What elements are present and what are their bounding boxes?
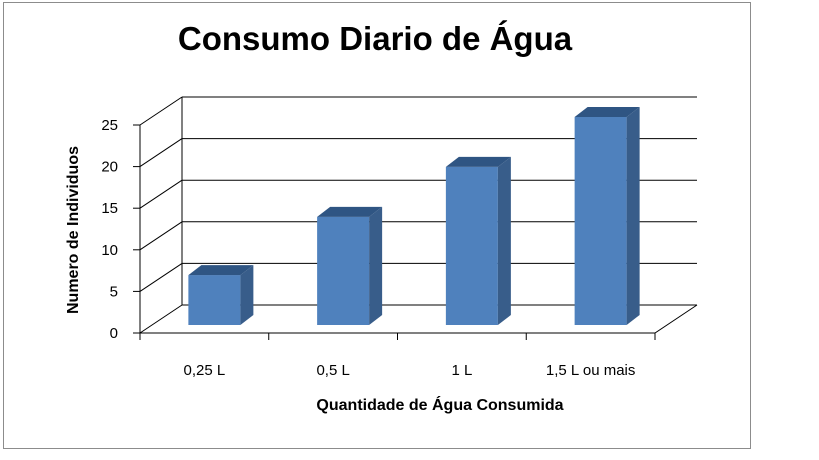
grid-line-depth	[139, 221, 183, 251]
x-tick-label: 0,5 L	[316, 362, 349, 379]
x-axis-label: Quantidade de Água Consumida	[316, 397, 564, 414]
bar-front	[317, 216, 370, 325]
bar	[574, 107, 640, 325]
x-tick-label: 1 L	[451, 362, 472, 379]
y-tick-label: 10	[101, 242, 118, 259]
bar-side	[369, 206, 383, 325]
bar-side	[626, 107, 640, 325]
grid-line-depth	[139, 304, 183, 334]
bar	[188, 265, 254, 325]
y-tick-label: 0	[110, 325, 118, 342]
chart-title: Consumo Diario de Água	[177, 20, 573, 57]
bar-top	[445, 156, 511, 167]
bar-top	[317, 206, 383, 217]
y-tick-label: 5	[110, 283, 118, 300]
grid-line-depth	[139, 179, 183, 209]
bar-front	[188, 275, 241, 325]
bar	[445, 156, 511, 325]
axes	[133, 124, 698, 340]
bar-top	[188, 265, 254, 276]
x-tick-label: 1,5 L ou mais	[546, 362, 636, 379]
grid-line-depth	[139, 262, 183, 292]
bar-side	[240, 265, 254, 325]
tick-labels: 0 5 10 15 20 25 0,25 L 0,5 L 1 L 1,5 L ou mais	[101, 117, 635, 379]
grid-line-depth	[139, 138, 183, 168]
y-tick-label: 15	[101, 200, 118, 217]
bar-front	[574, 117, 627, 325]
bar-side	[497, 156, 511, 325]
bars	[188, 107, 640, 325]
x-tick-label: 0,25 L	[184, 362, 226, 379]
bar-top	[574, 107, 640, 117]
grid-line-depth	[139, 96, 183, 126]
y-tick-label: 20	[101, 159, 118, 176]
y-tick-label: 25	[101, 117, 118, 134]
bar	[317, 206, 383, 325]
bar-front	[445, 166, 498, 325]
